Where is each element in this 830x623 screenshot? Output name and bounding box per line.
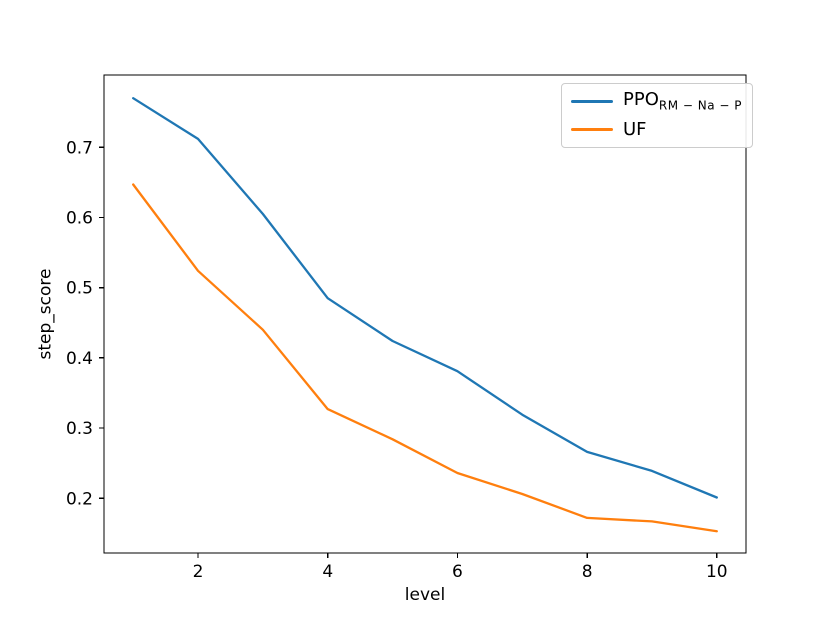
x-tick-label: 8 — [582, 562, 593, 582]
legend-label-ppo-subscript: RM − Na − P — [658, 98, 743, 113]
legend-item-uf: UF — [571, 119, 742, 140]
x-tick-label: 6 — [452, 562, 463, 582]
y-tick-label: 0.7 — [66, 138, 93, 158]
legend-label-uf: UF — [623, 118, 647, 140]
x-tick-label: 10 — [706, 562, 728, 582]
x-axis-label: level — [404, 585, 446, 605]
y-tick-label: 0.3 — [66, 419, 93, 439]
x-tick-label: 4 — [322, 562, 333, 582]
legend-item-ppo: PPORM − Na − P — [571, 91, 742, 112]
y-tick-label: 0.2 — [66, 489, 93, 509]
legend-line-sample-uf — [571, 128, 613, 131]
series-line-ppo — [132, 97, 718, 499]
y-tick-label: 0.6 — [66, 208, 93, 228]
plot-frame — [103, 74, 747, 554]
x-tick-label: 2 — [193, 562, 204, 582]
legend-line-sample-ppo — [571, 100, 613, 103]
legend-label-ppo: PPORM − Na − P — [623, 91, 742, 112]
series-line-uf — [132, 183, 718, 533]
y-tick-label: 0.5 — [66, 279, 93, 299]
legend: PPORM − Na − P UF — [561, 83, 754, 148]
y-tick-label: 0.4 — [66, 349, 93, 369]
y-axis-label: step_score — [35, 268, 56, 360]
legend-label-ppo-main: PPO — [623, 89, 659, 111]
